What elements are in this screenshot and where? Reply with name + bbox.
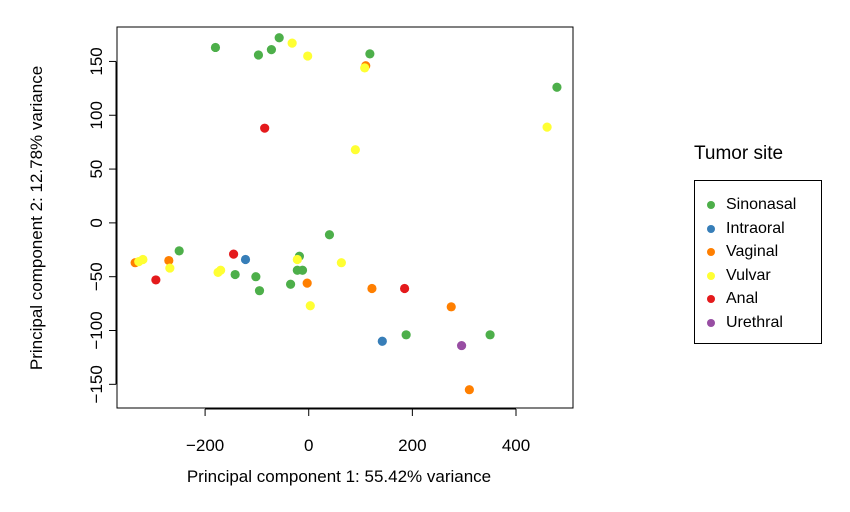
point-anal bbox=[399, 283, 410, 294]
legend-item-vaginal: Vaginal bbox=[707, 241, 778, 263]
x-axis-label: Principal component 1: 55.42% variance bbox=[187, 467, 491, 486]
point-vulvar bbox=[213, 267, 223, 277]
point-sinonasal bbox=[324, 230, 335, 240]
legend-label: Vaginal bbox=[726, 243, 779, 260]
legend-item-vulvar: Vulvar bbox=[707, 265, 771, 287]
point-vaginal bbox=[367, 283, 377, 294]
y-axis-label: Principal component 2: 12.78% variance bbox=[27, 66, 46, 370]
y-axis: −150 −100 −50 0 50 100 150 bbox=[87, 47, 117, 403]
point-sinonasal bbox=[253, 50, 264, 60]
point-vulvar bbox=[360, 63, 370, 73]
point-urethral bbox=[456, 340, 467, 351]
point-anal bbox=[260, 123, 270, 133]
point-anal bbox=[228, 249, 239, 259]
point-sinonasal bbox=[210, 42, 221, 53]
point-vulvar bbox=[292, 254, 302, 265]
legend-marker bbox=[707, 248, 715, 256]
legend-item-intraoral: Intraoral bbox=[707, 218, 785, 240]
point-intraoral bbox=[377, 336, 387, 346]
legend-label: Sinonasal bbox=[726, 196, 797, 213]
point-sinonasal bbox=[485, 330, 495, 340]
point-vaginal bbox=[164, 255, 174, 266]
point-sinonasal bbox=[251, 272, 261, 282]
legend-marker bbox=[707, 295, 715, 303]
point-sinonasal bbox=[365, 49, 375, 59]
point-vulvar bbox=[303, 51, 313, 61]
legend-label: Anal bbox=[726, 290, 759, 307]
point-intraoral bbox=[240, 254, 251, 265]
point-anal bbox=[151, 275, 161, 285]
legend-marker bbox=[707, 224, 715, 233]
y-tick-label: 150 bbox=[87, 47, 106, 75]
point-sinonasal bbox=[230, 269, 240, 280]
legend-label: Intraoral bbox=[726, 219, 785, 237]
x-axis: −200 0 200 400 bbox=[186, 408, 530, 455]
point-vulvar bbox=[165, 263, 175, 273]
point-vulvar bbox=[542, 122, 552, 132]
point-sinonasal bbox=[552, 82, 562, 92]
legend-marker bbox=[707, 271, 715, 280]
data-points bbox=[130, 33, 562, 395]
y-tick-label: 100 bbox=[87, 101, 106, 129]
x-tick-label: −200 bbox=[186, 436, 224, 455]
x-tick-label: 200 bbox=[398, 436, 426, 455]
plot-frame bbox=[116, 26, 574, 409]
point-sinonasal bbox=[401, 330, 411, 340]
point-sinonasal bbox=[174, 246, 184, 256]
point-vaginal bbox=[446, 302, 456, 312]
point-vulvar bbox=[350, 145, 360, 155]
point-vaginal bbox=[302, 278, 312, 288]
point-sinonasal bbox=[285, 279, 296, 289]
legend-item-sinonasal: Sinonasal bbox=[707, 194, 796, 216]
point-vulvar bbox=[336, 258, 346, 268]
legend-marker bbox=[707, 318, 715, 327]
point-vulvar bbox=[138, 254, 148, 265]
point-sinonasal bbox=[254, 286, 265, 296]
point-sinonasal bbox=[274, 33, 284, 43]
y-tick-label: −100 bbox=[87, 311, 106, 349]
point-vulvar bbox=[287, 38, 297, 48]
legend-marker bbox=[707, 201, 715, 209]
point-vaginal bbox=[464, 385, 474, 395]
y-tick-label: −150 bbox=[87, 365, 106, 403]
legend-item-urethral: Urethral bbox=[707, 312, 783, 334]
point-vulvar bbox=[305, 301, 315, 311]
legend-item-anal: Anal bbox=[707, 288, 758, 310]
x-tick-label: 0 bbox=[304, 436, 313, 455]
y-tick-label: −50 bbox=[87, 262, 106, 291]
point-sinonasal bbox=[297, 265, 308, 275]
legend: Sinonasal Intraoral Vaginal Vulvar Anal Ureth… bbox=[694, 180, 822, 344]
y-tick-label: 50 bbox=[87, 160, 106, 179]
legend-label: Urethral bbox=[726, 313, 783, 331]
x-tick-label: 400 bbox=[502, 436, 530, 455]
y-tick-label: 0 bbox=[87, 218, 106, 227]
legend-label: Vulvar bbox=[726, 266, 771, 284]
legend-title: Tumor site bbox=[694, 143, 784, 164]
point-sinonasal bbox=[266, 45, 277, 55]
